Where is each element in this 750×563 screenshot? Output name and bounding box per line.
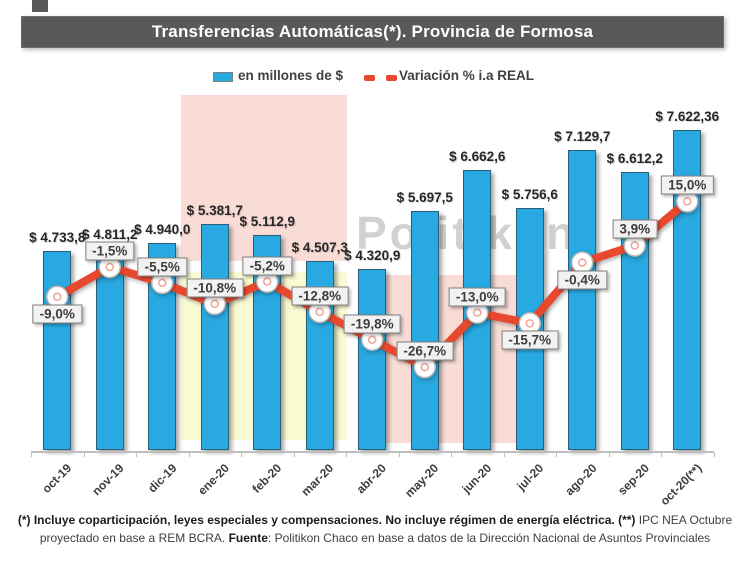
- x-axis-label-abr-20: abr-20: [353, 461, 390, 497]
- footnote-segment: : Politikon Chaco en base a datos de la …: [267, 531, 711, 545]
- bar-value-label: $ 5.112,9: [239, 214, 296, 230]
- x-axis-label-mar-20: mar-20: [298, 461, 337, 499]
- bar-nov-19: [95, 247, 124, 451]
- bar-jun-20: [463, 170, 492, 451]
- bar-ene-20: [200, 223, 229, 451]
- x-axis-tick: [136, 451, 137, 457]
- bar-may-20: [410, 210, 439, 451]
- x-axis-tick: [713, 451, 715, 457]
- x-axis-tick: [608, 451, 610, 457]
- variation-value-label: -1,5%: [85, 241, 135, 261]
- x-axis-label-sep-20: sep-20: [614, 461, 652, 498]
- corner-accent: [32, 0, 48, 12]
- x-axis-tick: [503, 451, 505, 457]
- line-series-dash-icon: [364, 75, 375, 81]
- footnote-segment: proyectado en base a REM BCRA.: [39, 531, 229, 545]
- page-title: Transferencias Automáticas(*). Provincia…: [151, 22, 594, 41]
- x-axis-tick: [188, 451, 190, 457]
- bar-value-label: $ 6.662,6: [449, 149, 506, 164]
- footnote: (*) Incluye coparticipación, leyes espec…: [0, 511, 750, 547]
- line-series-legend-label: Variación % i.a REAL: [399, 68, 535, 83]
- x-axis-label-oct-20(**): oct-20(**): [656, 461, 705, 509]
- bar-jul-20: [515, 208, 544, 451]
- bar-value-label: $ 4.507,3: [291, 239, 348, 255]
- footnote-segment: Fuente: [228, 531, 268, 545]
- x-axis-tick: [346, 451, 347, 457]
- line-series-dash-icon: [386, 75, 397, 81]
- x-axis-tick: [661, 451, 662, 457]
- x-axis: [31, 450, 714, 453]
- x-axis-label-nov-19: nov-19: [89, 461, 127, 499]
- variation-value-label: 3,9%: [612, 219, 658, 239]
- title-banner: Transferencias Automáticas(*). Provincia…: [21, 16, 724, 48]
- variation-value-label: -9,0%: [32, 304, 82, 324]
- x-axis-label-jun-20: jun-20: [459, 461, 495, 496]
- x-axis-tick: [241, 451, 242, 457]
- bar-value-label: $ 5.697,5: [396, 189, 453, 205]
- variation-value-label: -5,2%: [242, 256, 292, 276]
- x-axis-label-ago-20: ago-20: [561, 461, 600, 499]
- bar-value-label: $ 5.756,6: [501, 187, 558, 203]
- x-axis-label-feb-20: feb-20: [249, 461, 285, 496]
- footnote-segment: (*) Incluye coparticipación, leyes espec…: [17, 513, 636, 527]
- bar-sep-20: [620, 172, 649, 451]
- x-axis-label-ene-20: ene-20: [194, 461, 232, 498]
- x-axis-label-may-20: may-20: [402, 461, 442, 501]
- bar-value-label: $ 6.612,2: [606, 151, 663, 167]
- x-axis-tick: [31, 451, 32, 457]
- x-axis-label-jul-20: jul-20: [514, 461, 547, 494]
- variation-value-label: -12,8%: [291, 286, 349, 306]
- bar-oct-19: [43, 251, 72, 451]
- variation-value-label: -0,4%: [557, 270, 607, 290]
- variation-value-label: -26,7%: [396, 341, 454, 361]
- x-axis-tick: [293, 451, 295, 457]
- bar-value-label: $ 4.940,0: [134, 221, 191, 237]
- bar-value-label: $ 5.381,7: [186, 202, 243, 218]
- bar-value-label: $ 4.811,2: [81, 226, 138, 242]
- x-axis-tick: [556, 451, 557, 457]
- variation-value-label: -10,8%: [186, 278, 244, 298]
- bar-series-legend-label: en millones de $: [238, 68, 344, 83]
- x-axis-label-dic-19: dic-19: [144, 461, 180, 496]
- bar-abr-20: [358, 268, 387, 451]
- bar-value-label: $ 7.129,7: [554, 129, 611, 145]
- x-axis-tick: [451, 451, 452, 457]
- bar-ago-20: [568, 150, 597, 451]
- x-axis-tick: [83, 451, 85, 457]
- variation-value-label: -15,7%: [501, 330, 559, 350]
- x-axis-tick: [398, 451, 400, 457]
- variation-value-label: -5,5%: [137, 257, 187, 277]
- footnote-line-1: (*) Incluye coparticipación, leyes espec…: [0, 511, 750, 529]
- bar-value-label: $ 7.622,36: [655, 108, 720, 124]
- bar-value-label: $ 4.733,8: [29, 230, 86, 246]
- variation-value-label: 15,0%: [661, 175, 714, 195]
- bar-value-label: $ 4.320,9: [344, 247, 401, 263]
- footnote-segment: IPC NEA Octubre: [635, 513, 733, 527]
- bar-series-swatch-icon: [213, 72, 233, 82]
- x-axis-label-oct-19: oct-19: [39, 461, 75, 496]
- chart-legend: en millones de $ Variación % i.a REAL: [0, 66, 750, 86]
- variation-value-label: -19,8%: [343, 314, 401, 334]
- variation-value-label: -13,0%: [448, 287, 506, 307]
- footnote-line-2: proyectado en base a REM BCRA. Fuente: P…: [0, 529, 750, 547]
